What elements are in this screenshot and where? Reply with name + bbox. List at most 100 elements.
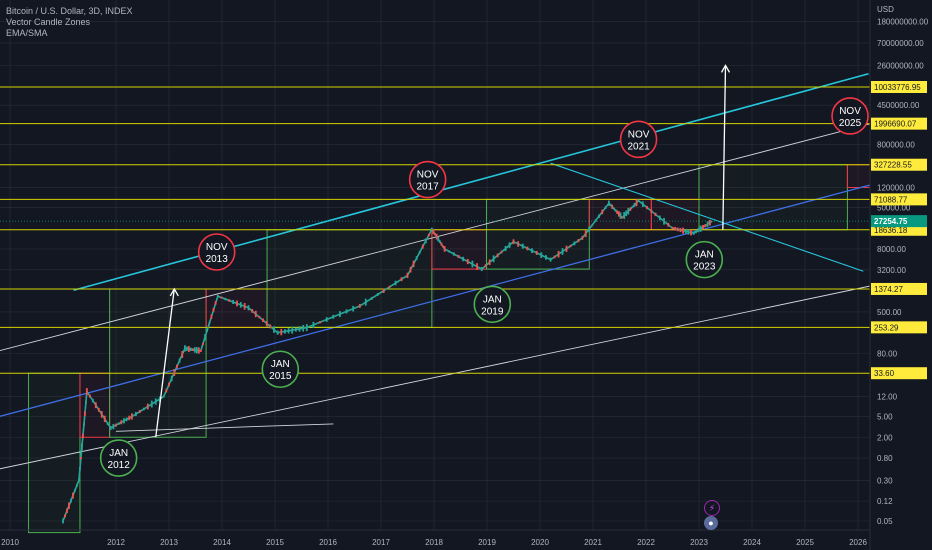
time-tick-label: 2012 xyxy=(107,538,125,547)
level-price-label: 253.29 xyxy=(874,323,899,332)
candle xyxy=(214,301,217,305)
price-tick-label: 70000000.00 xyxy=(877,39,924,48)
candle xyxy=(573,241,576,246)
cycle-circle xyxy=(685,240,724,279)
price-tick-label: 0.30 xyxy=(877,476,893,485)
price-tick-label: 5.00 xyxy=(877,412,893,421)
candle xyxy=(421,244,424,249)
us-flag-icon[interactable]: ● xyxy=(704,516,718,530)
time-tick-label: 2015 xyxy=(266,538,284,547)
time-tick-label: 2017 xyxy=(372,538,390,547)
candle xyxy=(476,263,478,270)
time-tick-label: 2026 xyxy=(849,538,867,547)
candle xyxy=(352,305,355,312)
cycle-circle xyxy=(408,160,447,199)
candle xyxy=(695,230,697,234)
candle xyxy=(185,346,188,351)
price-tick-label: 8000.00 xyxy=(877,245,906,254)
candle xyxy=(448,250,451,253)
candle xyxy=(370,296,373,300)
candle xyxy=(584,230,587,238)
candle xyxy=(305,324,308,332)
candle xyxy=(658,215,661,221)
candle xyxy=(443,246,446,252)
candle xyxy=(162,395,165,398)
candle xyxy=(619,212,622,219)
candle xyxy=(480,267,483,272)
candle xyxy=(85,388,88,395)
cycle-arrow-2023 xyxy=(722,65,727,230)
candle xyxy=(243,302,246,310)
candle xyxy=(667,222,670,227)
indicator-vector-candle-zones[interactable]: Vector Candle Zones xyxy=(6,17,91,27)
candle xyxy=(663,217,665,225)
candle xyxy=(557,250,560,258)
candle xyxy=(561,248,564,255)
grid xyxy=(0,0,870,530)
cycle-month: JAN xyxy=(109,448,128,459)
candle xyxy=(280,328,283,336)
candle xyxy=(302,324,305,332)
candle xyxy=(627,207,630,215)
candle xyxy=(434,233,436,236)
candle xyxy=(641,201,644,207)
candle xyxy=(440,242,443,246)
cycle-circle xyxy=(99,439,138,477)
time-tick-label: 2013 xyxy=(160,538,178,547)
candle xyxy=(650,209,653,213)
candle xyxy=(76,483,78,487)
candle xyxy=(633,202,636,207)
candle xyxy=(588,226,590,232)
candle xyxy=(418,250,421,254)
time-tick-label: 2014 xyxy=(213,538,231,547)
candle xyxy=(569,244,572,248)
candle xyxy=(210,314,213,319)
candle xyxy=(165,388,168,393)
cycle-arrow-2013 xyxy=(155,288,175,438)
candle xyxy=(409,266,412,273)
candle xyxy=(128,415,131,421)
candle xyxy=(706,221,709,227)
zone-green-2019 xyxy=(485,198,590,270)
candle xyxy=(617,211,620,217)
cycle-month: NOV xyxy=(417,170,439,181)
price-tick-label: 3200.00 xyxy=(877,266,906,275)
candle xyxy=(91,398,94,403)
candle xyxy=(173,369,176,376)
candle xyxy=(208,322,211,325)
candle xyxy=(178,358,181,363)
candle xyxy=(704,224,707,228)
cycle-month: NOV xyxy=(206,242,228,253)
candle xyxy=(131,413,133,420)
candle xyxy=(549,257,552,262)
candle xyxy=(158,396,161,402)
long-ma-blue xyxy=(0,183,875,417)
candle xyxy=(438,240,441,243)
zone-red-2022 xyxy=(650,198,700,231)
candle xyxy=(535,250,538,255)
lightning-icon[interactable]: ⚡ xyxy=(704,500,720,516)
candle xyxy=(224,297,227,301)
price-axis: USD 180000000.00 70000000.00 26000000.00 450… xyxy=(869,0,932,550)
candle xyxy=(216,294,219,298)
candle xyxy=(202,342,204,346)
candle xyxy=(191,348,194,352)
symbol-title[interactable]: Bitcoin / U.S. Dollar, 3D, INDEX xyxy=(6,6,133,16)
candle xyxy=(70,498,72,503)
candle xyxy=(631,205,634,209)
candle xyxy=(78,478,80,482)
candle xyxy=(345,309,348,314)
candle xyxy=(577,239,580,243)
candle xyxy=(228,299,231,302)
candle xyxy=(97,407,100,412)
candle xyxy=(150,400,153,408)
candle xyxy=(611,204,614,210)
channel-lines xyxy=(0,72,880,470)
candle xyxy=(488,259,491,266)
indicator-ema-sma[interactable]: EMA/SMA xyxy=(6,28,48,38)
candle xyxy=(83,411,86,417)
candle xyxy=(462,256,465,262)
